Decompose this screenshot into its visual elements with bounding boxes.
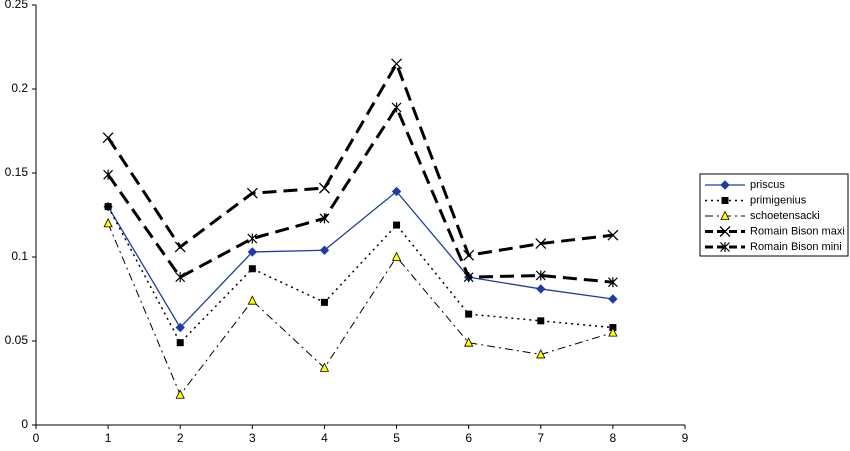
marker bbox=[102, 132, 114, 144]
marker bbox=[319, 245, 330, 255]
marker bbox=[175, 389, 185, 399]
legend: priscus primigenius schoetensacki Romain Bi… bbox=[705, 179, 845, 253]
x-tick-label: 6 bbox=[465, 431, 472, 445]
y-tick-label: 0.25 bbox=[5, 0, 29, 11]
marker bbox=[607, 277, 618, 288]
marker bbox=[465, 310, 473, 318]
marker bbox=[536, 349, 546, 359]
marker bbox=[536, 284, 546, 294]
marker bbox=[391, 186, 402, 197]
legend-marker bbox=[719, 226, 731, 237]
x-tick-label: 8 bbox=[610, 431, 617, 445]
x-tick-label: 0 bbox=[33, 431, 40, 445]
marker bbox=[104, 203, 112, 211]
y-tick-label: 0 bbox=[21, 417, 28, 431]
y-tick-label: 0.1 bbox=[11, 249, 28, 263]
marker bbox=[319, 362, 330, 372]
legend-label: primigenius bbox=[750, 194, 807, 206]
y-tick-label: 0.15 bbox=[5, 165, 29, 179]
marker bbox=[175, 322, 185, 333]
marker bbox=[319, 213, 330, 224]
marker bbox=[537, 317, 545, 325]
legend-marker bbox=[720, 210, 730, 220]
marker bbox=[608, 294, 618, 304]
x-tick-label: 3 bbox=[249, 431, 256, 445]
marker bbox=[463, 249, 475, 261]
x-tick-label: 9 bbox=[682, 431, 689, 445]
legend-marker bbox=[721, 197, 729, 204]
legend-label: Romain Bison maxi bbox=[750, 225, 845, 237]
marker bbox=[535, 238, 547, 250]
marker bbox=[535, 270, 546, 281]
marker bbox=[391, 58, 403, 70]
y-tick-label: 0.05 bbox=[5, 333, 29, 347]
x-tick-label: 7 bbox=[537, 431, 544, 445]
marker bbox=[464, 337, 474, 347]
marker bbox=[320, 298, 328, 306]
marker bbox=[318, 182, 330, 194]
legend-label: Romain Bison mini bbox=[750, 241, 842, 253]
series-line bbox=[107, 190, 613, 329]
y-tick-label: 0.2 bbox=[11, 81, 28, 95]
marker bbox=[175, 272, 186, 283]
x-tick-label: 2 bbox=[177, 431, 184, 445]
x-tick-label: 5 bbox=[393, 431, 400, 445]
marker bbox=[103, 218, 113, 228]
marker bbox=[247, 295, 257, 305]
marker bbox=[463, 272, 474, 283]
marker bbox=[103, 169, 114, 180]
marker bbox=[176, 339, 184, 347]
series-line bbox=[106, 60, 614, 257]
x-tick-label: 4 bbox=[321, 431, 328, 445]
legend-label: priscus bbox=[750, 179, 785, 191]
marker bbox=[247, 247, 258, 257]
marker bbox=[391, 251, 402, 261]
marker bbox=[174, 241, 186, 253]
marker bbox=[608, 327, 618, 337]
marker bbox=[391, 102, 402, 113]
legend-marker bbox=[720, 180, 730, 190]
marker bbox=[246, 187, 258, 199]
marker bbox=[248, 265, 256, 273]
series-line bbox=[106, 104, 614, 284]
legend-marker bbox=[720, 242, 730, 252]
legend-label: schoetensacki bbox=[750, 210, 820, 222]
x-tick-label: 1 bbox=[105, 431, 112, 445]
marker bbox=[247, 233, 258, 244]
marker bbox=[607, 229, 619, 241]
marker bbox=[393, 221, 401, 229]
series-line bbox=[107, 223, 614, 396]
